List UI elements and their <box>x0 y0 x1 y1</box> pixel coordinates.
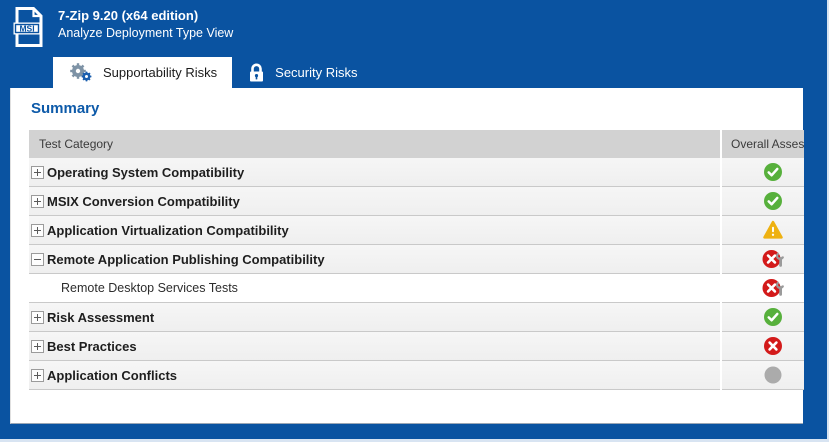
red-x-wrench-icon <box>760 249 786 269</box>
table-row[interactable]: MSIX Conversion Compatibility <box>29 187 804 216</box>
lock-icon <box>250 63 264 81</box>
app-title: 7-Zip 9.20 (x64 edition) <box>58 8 199 23</box>
green-check-icon <box>760 307 786 327</box>
test-category-label: Application Conflicts <box>47 367 177 383</box>
summary-table: Test Category Overall Assessment Operati… <box>29 130 804 390</box>
column-separator <box>720 130 722 390</box>
table-row[interactable]: Best Practices <box>29 332 804 361</box>
gears-icon <box>70 62 92 81</box>
test-category-label: Remote Application Publishing Compatibil… <box>47 251 325 267</box>
green-check-icon <box>760 191 786 211</box>
table-body: Operating System Compatibility MSIX Conv… <box>29 158 804 390</box>
tab-strip: Supportability Risks Security Risks <box>53 57 373 88</box>
test-category-label: Best Practices <box>47 338 137 354</box>
red-x-icon <box>760 336 786 356</box>
red-x-wrench-icon <box>760 278 786 298</box>
msi-file-icon: MSI <box>13 7 43 47</box>
test-category-label: Application Virtualization Compatibility <box>47 222 289 238</box>
msi-icon-label: MSI <box>19 24 34 34</box>
table-header-row: Test Category Overall Assessment <box>29 130 804 158</box>
table-row[interactable]: Remote Desktop Services Tests <box>29 274 804 303</box>
test-category-label: Remote Desktop Services Tests <box>61 281 238 295</box>
expander-icon[interactable] <box>31 310 44 324</box>
expander-icon[interactable] <box>31 223 44 237</box>
test-category-label: Risk Assessment <box>47 309 155 325</box>
summary-heading: Summary <box>31 100 100 117</box>
expander-icon[interactable] <box>31 368 44 382</box>
test-category-label: Operating System Compatibility <box>47 164 245 180</box>
table-row[interactable]: Operating System Compatibility <box>29 158 804 187</box>
view-subtitle: Analyze Deployment Type View <box>58 26 234 40</box>
table-row[interactable]: Remote Application Publishing Compatibil… <box>29 245 804 274</box>
gray-circle-icon <box>760 365 786 385</box>
expander-icon[interactable] <box>31 339 44 353</box>
column-header-overall-assessment: Overall Assessment <box>731 137 804 151</box>
tab-security-risks[interactable]: Security Risks <box>232 57 372 88</box>
amber-warning-icon <box>760 220 786 240</box>
test-category-label: MSIX Conversion Compatibility <box>47 193 240 209</box>
table-row[interactable]: Application Virtualization Compatibility <box>29 216 804 245</box>
expander-icon[interactable] <box>31 252 44 266</box>
expander-icon[interactable] <box>31 165 44 179</box>
tab-label: Security Risks <box>275 65 358 80</box>
expander-icon[interactable] <box>31 194 44 208</box>
tab-supportability-risks[interactable]: Supportability Risks <box>53 57 233 88</box>
tab-label: Supportability Risks <box>103 65 218 80</box>
column-header-test-category: Test Category <box>39 137 114 151</box>
window-border-bottom <box>0 439 829 442</box>
table-row[interactable]: Risk Assessment <box>29 303 804 332</box>
window-border-right <box>827 0 829 442</box>
content-panel: Summary Test Category Overall Assessment… <box>10 88 804 424</box>
table-row[interactable]: Application Conflicts <box>29 361 804 390</box>
green-check-icon <box>760 162 786 182</box>
